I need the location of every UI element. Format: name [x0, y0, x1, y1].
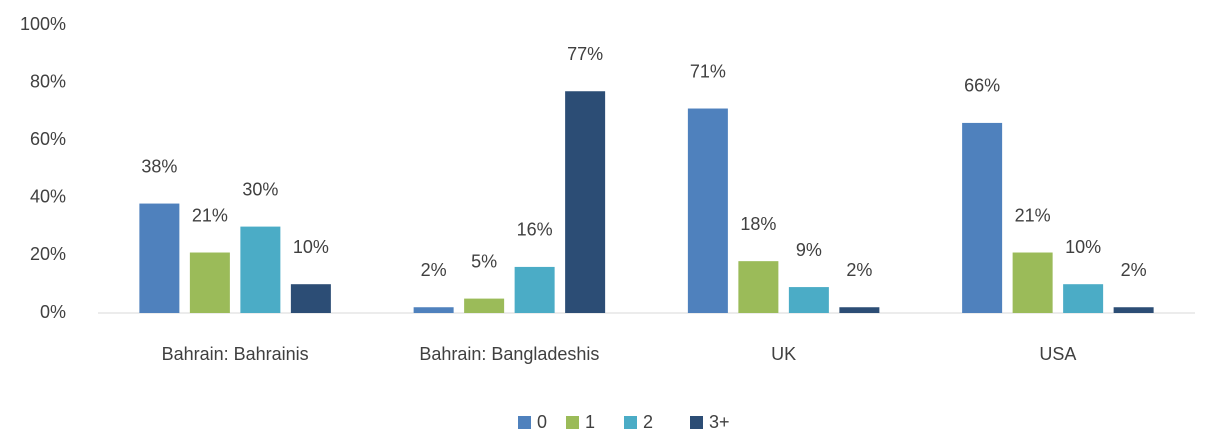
bar [839, 307, 880, 313]
bar [565, 91, 606, 314]
bar [189, 252, 230, 313]
data-label: 21% [192, 205, 228, 225]
y-tick-label: 100% [20, 14, 66, 34]
x-tick-label: Bahrain: Bangladeshis [419, 344, 599, 364]
data-label: 2% [1121, 260, 1147, 280]
data-label: 16% [517, 220, 553, 240]
data-label: 30% [242, 179, 278, 199]
bar [788, 287, 829, 313]
legend-label: 1 [585, 412, 595, 432]
legend-label: 3+ [709, 412, 730, 432]
bar [464, 298, 505, 313]
data-label: 71% [690, 61, 726, 81]
x-tick-label: UK [771, 344, 796, 364]
bar [514, 266, 555, 313]
y-tick-label: 0% [40, 302, 66, 322]
bar [1063, 284, 1104, 313]
legend-label: 0 [537, 412, 547, 432]
data-label: 10% [1065, 237, 1101, 257]
data-label: 2% [846, 260, 872, 280]
data-label: 18% [740, 214, 776, 234]
legend-swatch [518, 416, 531, 429]
data-label: 5% [471, 251, 497, 271]
data-label: 2% [421, 260, 447, 280]
data-label: 77% [567, 44, 603, 64]
bar [1012, 252, 1053, 313]
x-tick-label: USA [1039, 344, 1076, 364]
bar [240, 226, 281, 313]
legend-swatch [624, 416, 637, 429]
y-tick-label: 60% [30, 129, 66, 149]
bar [1113, 307, 1154, 313]
bar [687, 108, 728, 314]
y-tick-label: 80% [30, 71, 66, 91]
bar [738, 261, 779, 313]
data-label: 66% [964, 76, 1000, 96]
legend-label: 2 [643, 412, 653, 432]
bar [413, 307, 454, 313]
y-tick-label: 20% [30, 244, 66, 264]
data-label: 21% [1015, 205, 1051, 225]
bar [962, 122, 1003, 313]
bar [290, 284, 331, 313]
bar [139, 203, 180, 313]
x-tick-label: Bahrain: Bahrainis [162, 344, 309, 364]
y-tick-label: 40% [30, 187, 66, 207]
data-label: 10% [293, 237, 329, 257]
legend-swatch [566, 416, 579, 429]
data-label: 9% [796, 240, 822, 260]
data-label: 38% [141, 156, 177, 176]
legend-swatch [690, 416, 703, 429]
